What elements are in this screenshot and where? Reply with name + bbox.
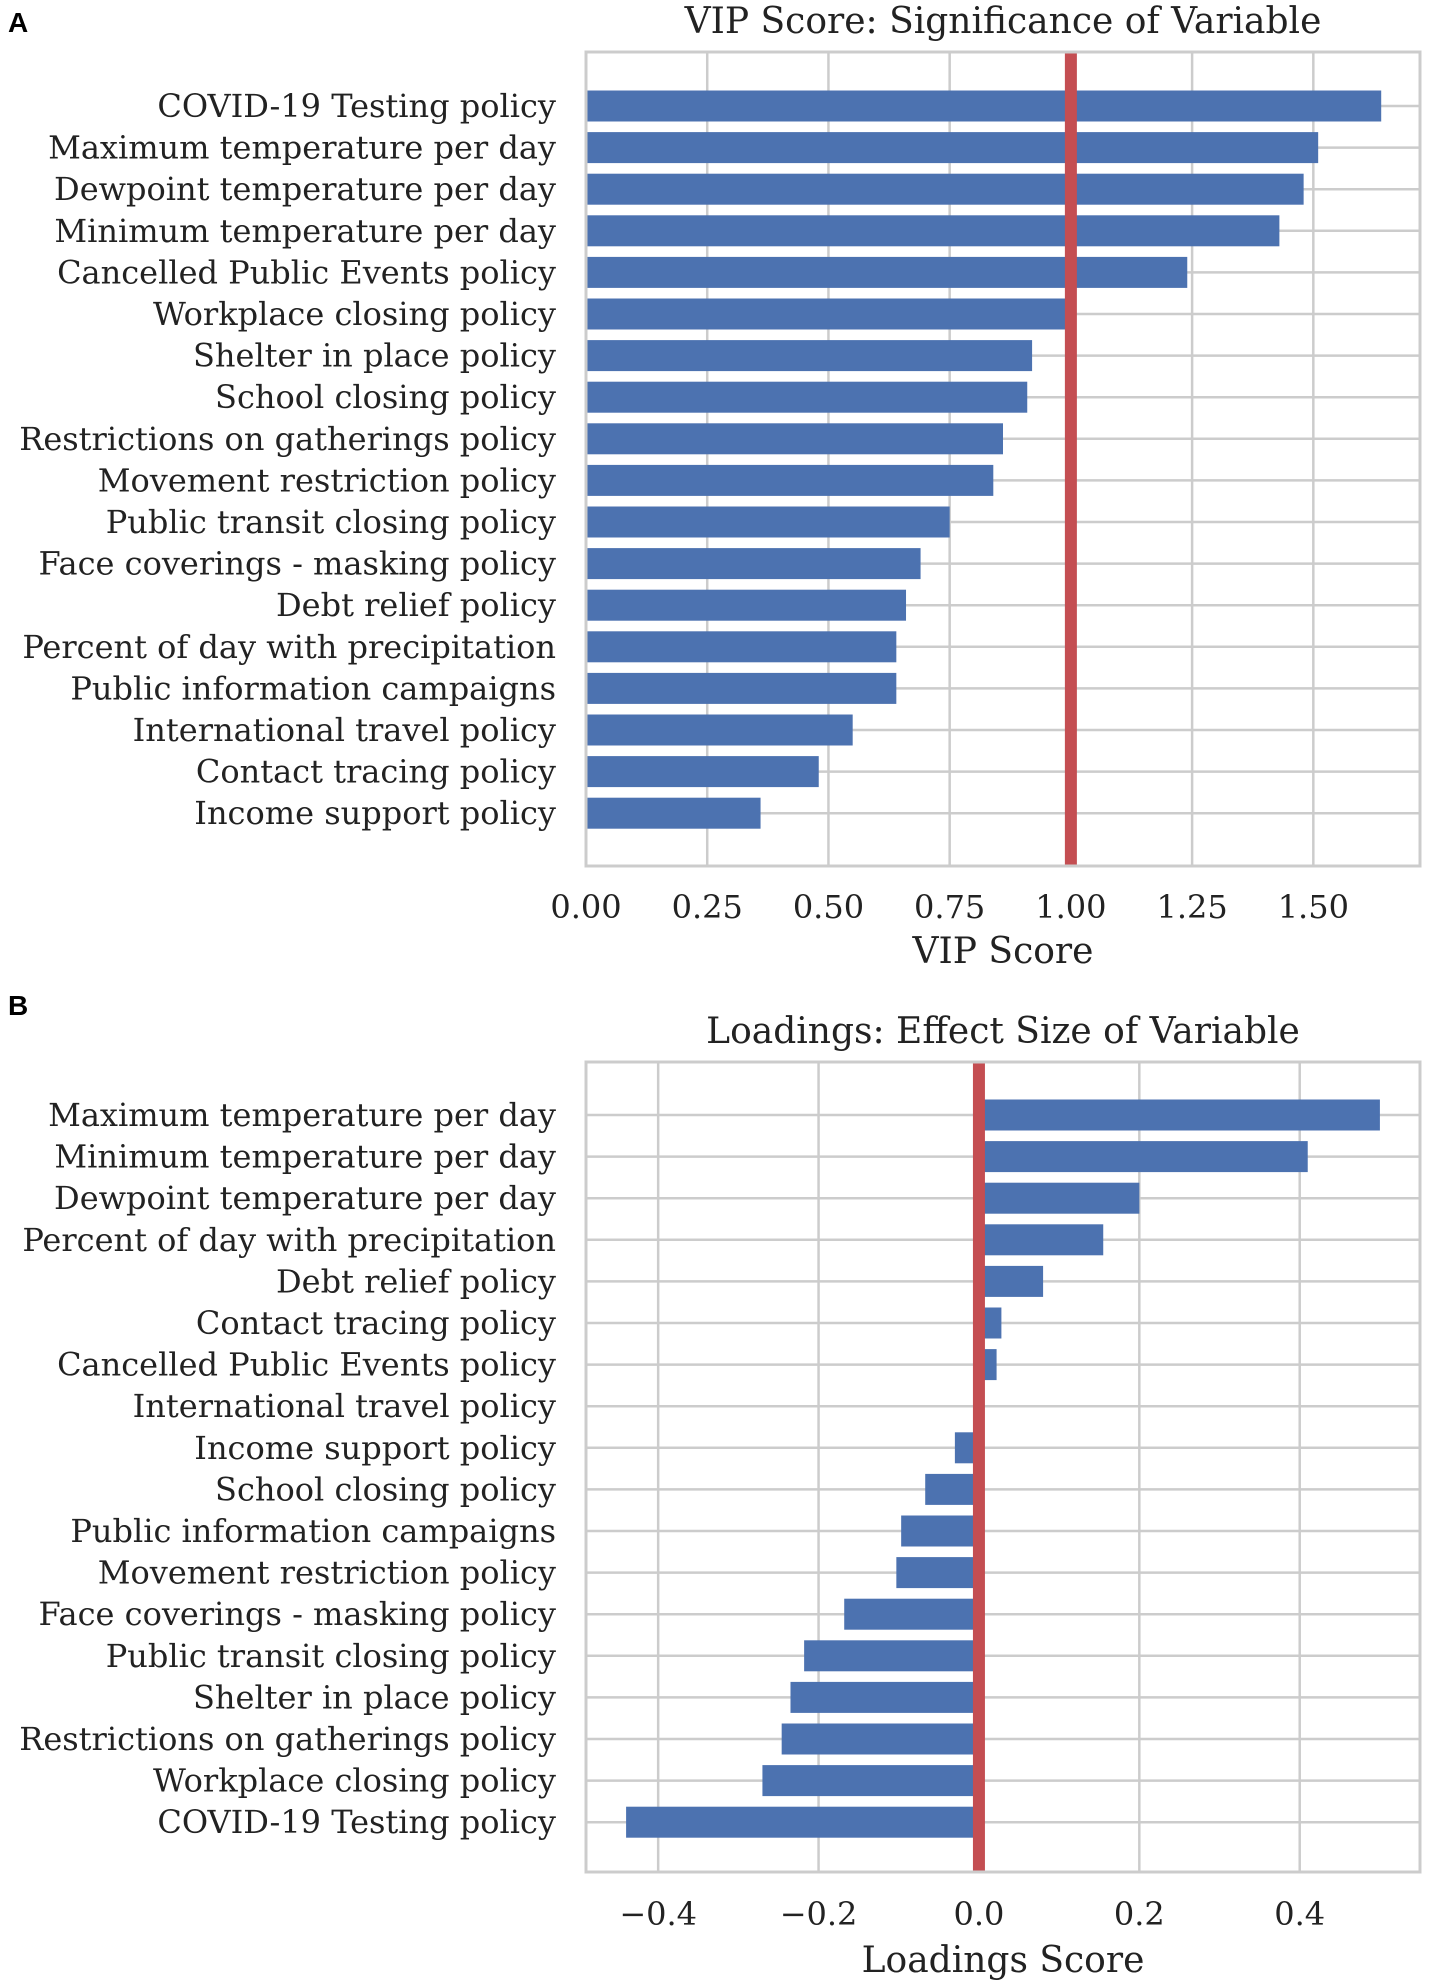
x-tick-label: 0.2 (1114, 1895, 1165, 1933)
category-label: Public transit closing policy (106, 1637, 556, 1675)
bar (586, 381, 1028, 413)
bar (586, 340, 1033, 372)
loadings-chart: Loadings: Effect Size of Variable Loadin… (19, 1011, 1422, 1981)
bar (978, 1265, 1044, 1297)
category-label: Minimum temperature per day (54, 1138, 556, 1176)
reference-line (972, 1062, 985, 1872)
category-label: Shelter in place policy (193, 1678, 556, 1716)
category-label: Cancelled Public Events policy (57, 253, 556, 291)
category-label: Public transit closing policy (106, 503, 556, 541)
category-label: Cancelled Public Events policy (57, 1346, 556, 1384)
category-label: Maximum temperature per day (48, 129, 556, 167)
category-label: International travel policy (133, 1387, 556, 1425)
bar (586, 298, 1067, 330)
x-tick-label: −0.4 (619, 1895, 697, 1933)
plot-frame (584, 1060, 1422, 1874)
bar (586, 756, 819, 788)
bar (790, 1681, 979, 1713)
category-label: Shelter in place policy (193, 337, 556, 375)
bar (626, 1806, 979, 1838)
category-label: Public information campaigns (70, 669, 556, 707)
bar (586, 256, 1188, 288)
bar (586, 548, 921, 580)
category-label: Income support policy (194, 794, 556, 832)
x-tick-label: −0.2 (780, 1895, 858, 1933)
x-tick-label: 1.50 (1278, 888, 1349, 926)
bar (901, 1515, 979, 1547)
category-label: Movement restriction policy (98, 1554, 556, 1592)
plot-frame (584, 50, 1422, 868)
panel-label-a: A (8, 7, 28, 38)
x-tick-label: 0.75 (914, 888, 985, 926)
category-label: Contact tracing policy (196, 1304, 556, 1342)
x-axis-label: Loadings Score (862, 1940, 1145, 1981)
bar (586, 173, 1304, 205)
bar (978, 1224, 1104, 1256)
category-label: Face coverings - masking policy (39, 545, 557, 583)
bar (781, 1723, 979, 1755)
category-label: Public information campaigns (70, 1512, 556, 1550)
bar (804, 1640, 979, 1672)
bar (586, 714, 853, 746)
x-tick-label: 0.00 (550, 888, 621, 926)
category-label: Restrictions on gatherings policy (19, 1720, 556, 1758)
category-label: School closing policy (215, 378, 556, 416)
category-label: Contact tracing policy (196, 753, 556, 791)
bar (586, 215, 1280, 247)
category-label: Maximum temperature per day (48, 1096, 556, 1134)
category-label: COVID-19 Testing policy (157, 1803, 556, 1841)
category-label: Percent of day with precipitation (22, 628, 556, 666)
bar (978, 1141, 1308, 1173)
panel-label-b: B (8, 990, 28, 1021)
bar (762, 1765, 979, 1797)
bar (586, 464, 994, 496)
x-axis-label: VIP Score (912, 931, 1094, 972)
category-label: Face coverings - masking policy (39, 1595, 557, 1633)
bar (586, 423, 1003, 455)
bar (586, 132, 1319, 164)
category-label: Dewpoint temperature per day (54, 170, 556, 208)
bar (896, 1557, 979, 1589)
category-label: Percent of day with precipitation (22, 1221, 556, 1259)
category-label: Dewpoint temperature per day (54, 1179, 556, 1217)
x-tick-label: 1.00 (1035, 888, 1106, 926)
chart-title: VIP Score: Significance of Variable (684, 1, 1322, 42)
category-label: Restrictions on gatherings policy (19, 420, 556, 458)
category-label: Workplace closing policy (153, 1762, 556, 1800)
bar (844, 1598, 979, 1630)
category-label: Movement restriction policy (98, 461, 556, 499)
vip-score-chart: VIP Score: Significance of Variable VIP … (19, 1, 1422, 972)
category-label: Debt relief policy (276, 586, 556, 624)
bar (586, 589, 907, 621)
bar (978, 1182, 1140, 1214)
reference-line (1064, 52, 1077, 866)
category-label: Income support policy (194, 1429, 556, 1467)
category-label: Minimum temperature per day (54, 212, 556, 250)
bar (586, 631, 897, 663)
category-label: COVID-19 Testing policy (157, 87, 556, 125)
chart-title: Loadings: Effect Size of Variable (706, 1011, 1300, 1052)
category-label: Workplace closing policy (153, 295, 556, 333)
bar (978, 1099, 1380, 1131)
x-tick-label: 0.0 (953, 1895, 1004, 1933)
bar (586, 90, 1382, 122)
bar (586, 672, 897, 704)
x-tick-label: 1.25 (1156, 888, 1227, 926)
x-tick-label: 0.50 (793, 888, 864, 926)
x-tick-label: 0.25 (672, 888, 743, 926)
bar (925, 1473, 979, 1505)
bar (586, 506, 950, 538)
x-tick-label: 0.4 (1274, 1895, 1325, 1933)
category-label: International travel policy (133, 711, 556, 749)
bar (586, 797, 761, 829)
category-label: Debt relief policy (276, 1262, 556, 1300)
category-label: School closing policy (215, 1470, 556, 1508)
